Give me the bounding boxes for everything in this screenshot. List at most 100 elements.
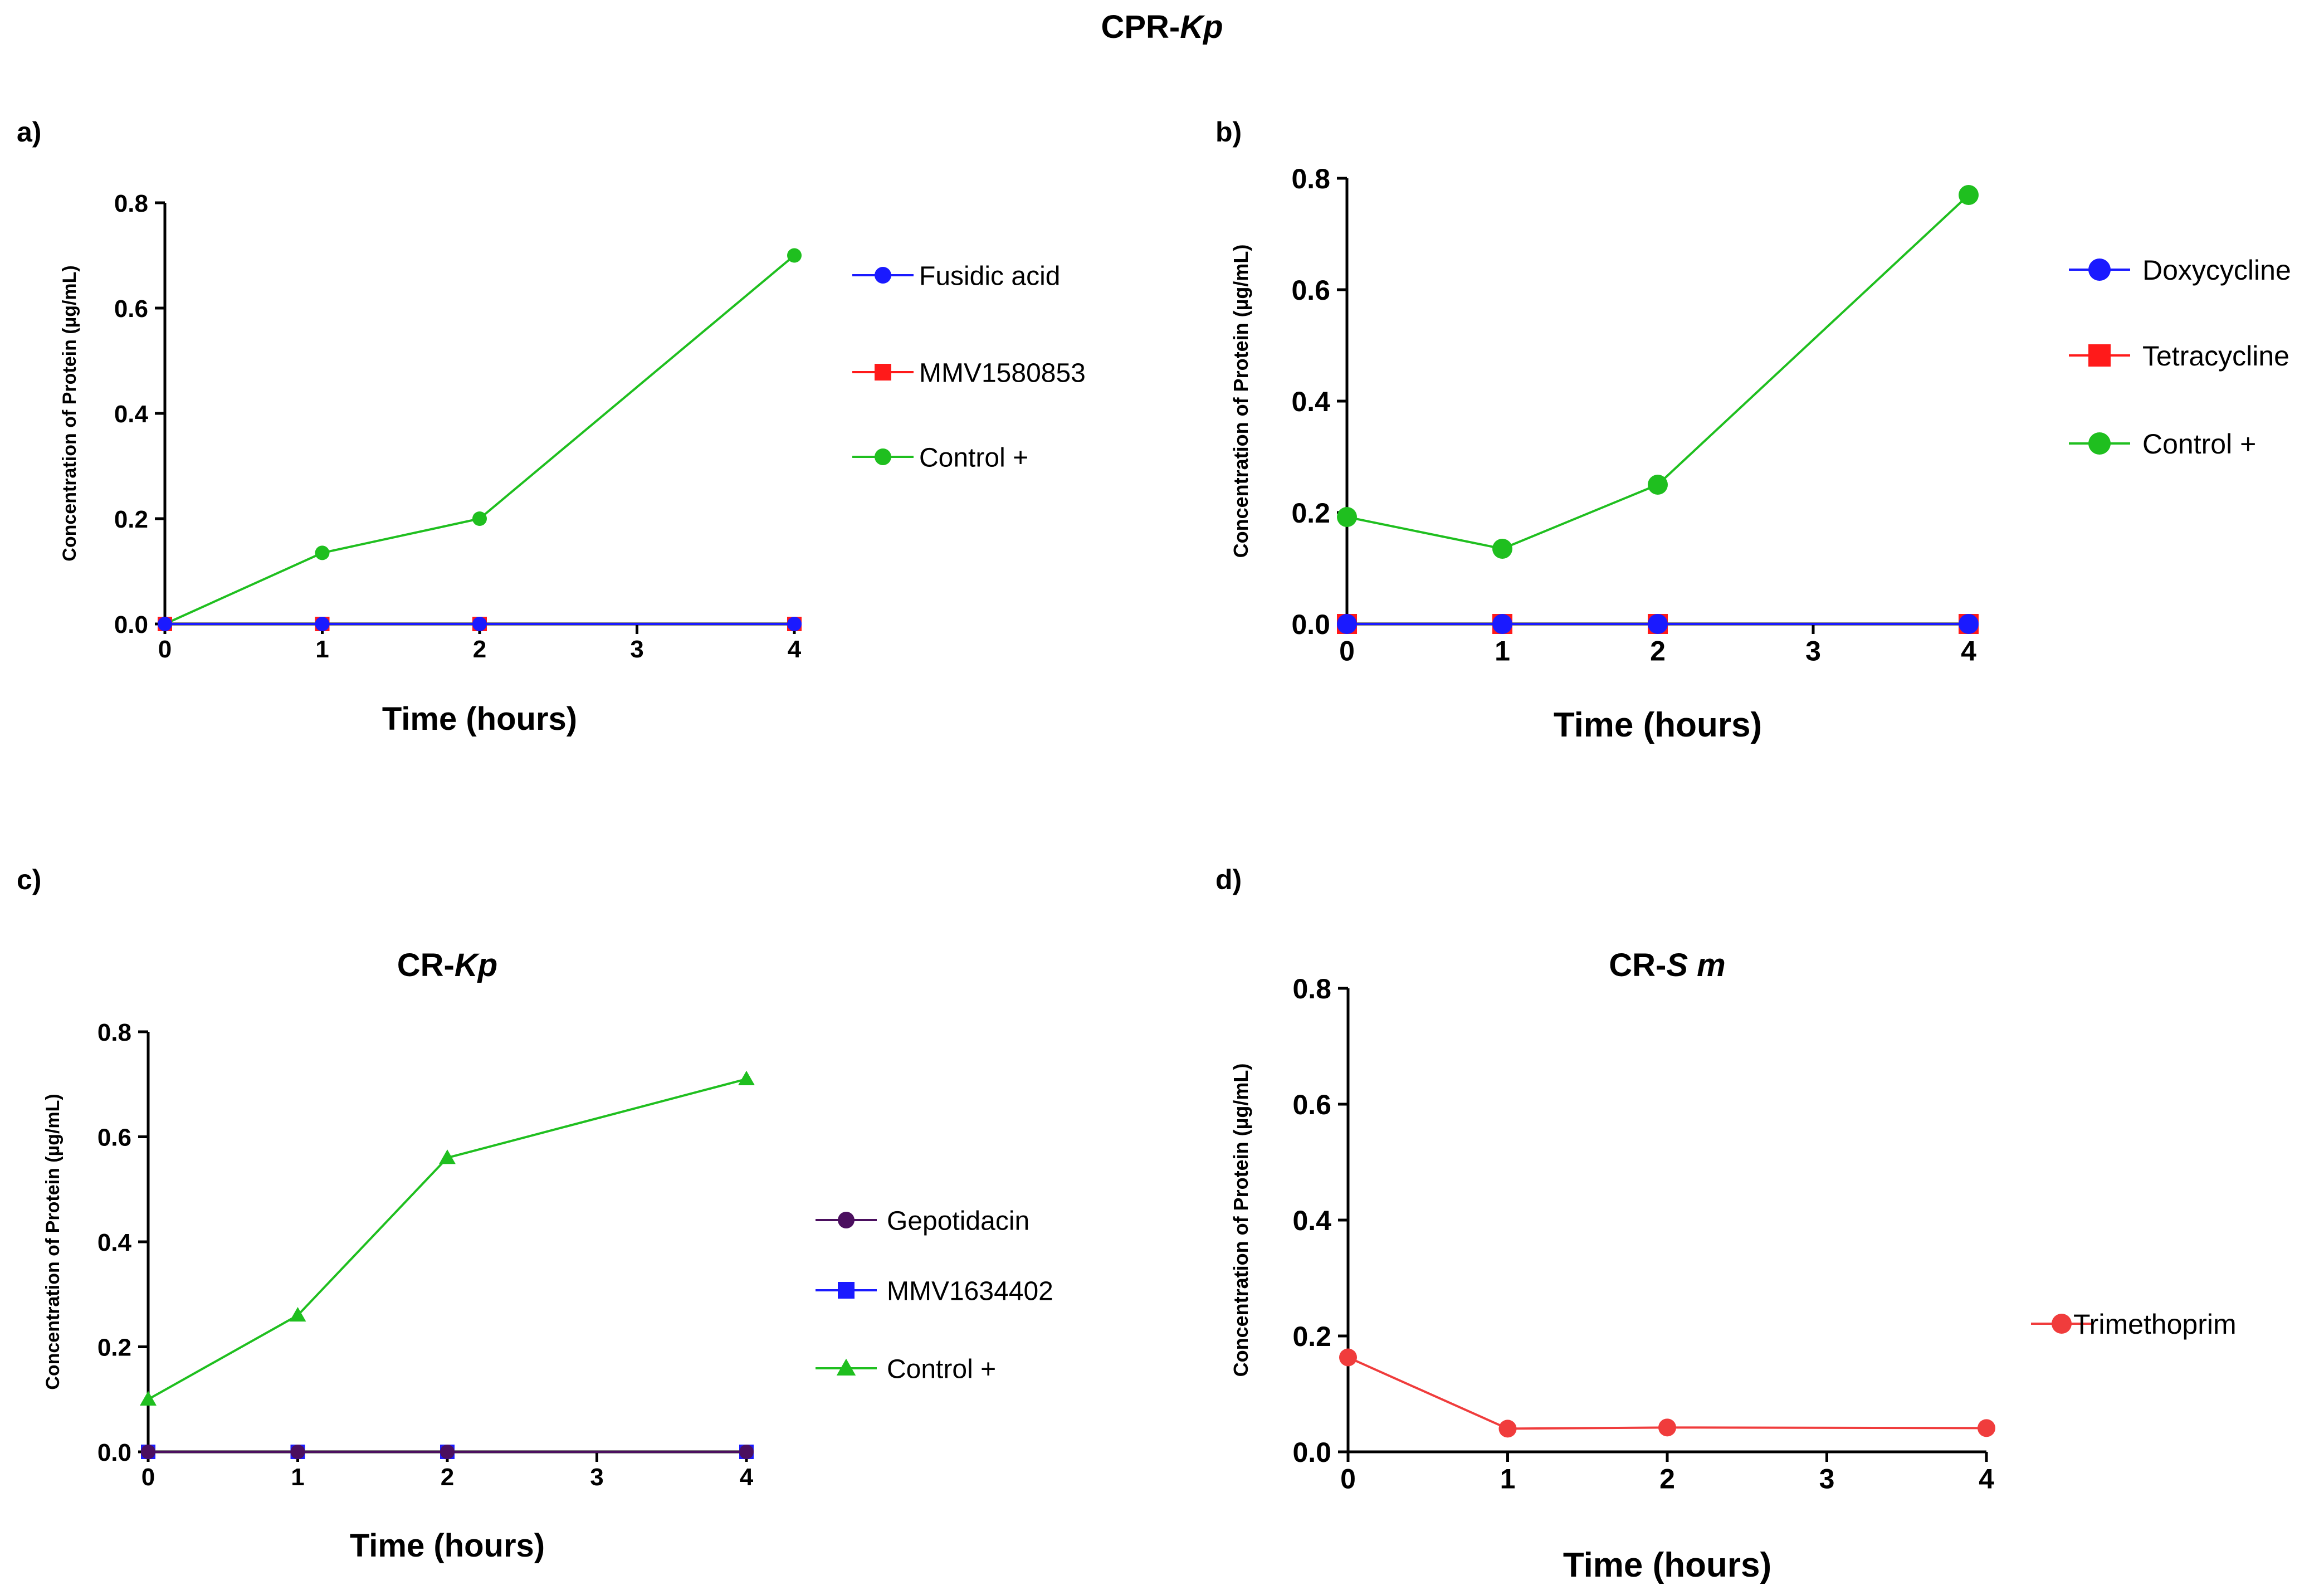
y-tick-label: 0.4 xyxy=(114,401,149,428)
legend-marker xyxy=(2088,432,2111,455)
x-axis-title: Time (hours) xyxy=(1554,706,1762,744)
legend-item: Gepotidacin xyxy=(816,1206,1029,1236)
series-control xyxy=(158,248,802,631)
y-tick-label: 0.8 xyxy=(114,190,148,217)
legend-item: Control + xyxy=(2069,428,2256,460)
x-tick-label: 4 xyxy=(1979,1464,1994,1495)
data-point xyxy=(1337,614,1357,634)
x-tick-label: 2 xyxy=(441,1464,454,1491)
x-axis-title: Time (hours) xyxy=(382,701,577,737)
y-tick-label: 0.8 xyxy=(1292,973,1331,1004)
legend-item: Doxycycline xyxy=(2069,255,2291,286)
legend-marker xyxy=(838,1212,855,1228)
data-point xyxy=(315,545,330,560)
legend-label: Control + xyxy=(2142,428,2256,460)
legend-marker xyxy=(2088,259,2111,281)
chart-panel-4: d) CR-S m 0 1 2 3 4 0.0 0.2 0.4 0.6 0.8 Time (hours)… xyxy=(1215,864,2237,1584)
data-point xyxy=(787,248,802,263)
y-tick-label: 0.4 xyxy=(97,1229,132,1256)
x-tick-label: 2 xyxy=(1650,636,1666,667)
legend-label: Control + xyxy=(887,1354,996,1384)
panel-letter: a) xyxy=(17,116,41,148)
legend-marker xyxy=(2088,344,2111,367)
legend-label: Gepotidacin xyxy=(887,1206,1029,1236)
data-point xyxy=(1959,614,1979,634)
chart-title-prefix: CR- xyxy=(1609,947,1666,983)
y-tick-label: 0.0 xyxy=(1292,1437,1331,1468)
x-tick-label: 0 xyxy=(1340,1464,1356,1495)
data-point xyxy=(787,617,802,631)
legend-item: Control + xyxy=(816,1354,996,1384)
chart-panel-3: c) CR-Kp 0 1 2 3 4 0.0 0.2 0.4 0.6 0.8 Time (hours) C… xyxy=(17,864,1053,1564)
x-tick-label: 1 xyxy=(1500,1464,1516,1495)
y-tick-label: 0.2 xyxy=(97,1334,131,1361)
x-tick-label: 4 xyxy=(740,1464,754,1491)
x-tick-label: 0 xyxy=(141,1464,155,1491)
legend-label: MMV1580853 xyxy=(919,358,1086,388)
data-point xyxy=(315,617,330,631)
y-axis-title: Concentration of Protein (µg/mL) xyxy=(59,265,80,561)
y-axis-title: Concentration of Protein (µg/mL) xyxy=(1229,245,1252,558)
x-tick-label: 0 xyxy=(1339,636,1355,667)
legend-label: MMV1634402 xyxy=(887,1276,1053,1306)
panel-letter: c) xyxy=(17,864,41,895)
legend-marker xyxy=(2052,1314,2072,1334)
y-tick-label: 0.8 xyxy=(97,1019,131,1046)
data-point xyxy=(1648,475,1668,495)
figure-title-italic: Kp xyxy=(1180,9,1223,45)
legend-marker xyxy=(838,1282,855,1299)
x-tick-label: 2 xyxy=(1659,1464,1675,1495)
legend-item: Fusidic acid xyxy=(852,261,1060,291)
panels: a) 0 1 2 3 4 0.0 0.2 0.4 0.6 0.8 Time (hours) Concen… xyxy=(17,116,2291,1584)
legend-label: Control + xyxy=(919,443,1028,472)
series-trimethoprim xyxy=(1339,1348,1995,1438)
y-tick-label: 0.6 xyxy=(1291,275,1330,306)
chart-title: CR-Kp xyxy=(397,947,497,983)
figure-title: CPR-Kp xyxy=(1101,9,1223,45)
x-tick-label: 0 xyxy=(158,636,172,663)
series-line xyxy=(1346,194,1970,550)
legend-label: Fusidic acid xyxy=(919,261,1060,291)
data-point xyxy=(140,1391,157,1406)
y-tick-label: 0.0 xyxy=(97,1439,131,1466)
series-line xyxy=(1347,1356,1987,1430)
data-point xyxy=(1648,614,1668,634)
series-line xyxy=(148,1077,747,1401)
legend-marker xyxy=(875,267,891,284)
y-axis-title: Concentration of Protein (µg/mL) xyxy=(42,1094,64,1389)
data-point xyxy=(440,1445,455,1459)
data-point xyxy=(289,1307,306,1322)
y-tick-label: 0.6 xyxy=(97,1124,131,1151)
legend-item: MMV1634402 xyxy=(816,1276,1053,1306)
x-tick-label: 1 xyxy=(315,636,329,663)
data-point xyxy=(1498,1420,1517,1438)
x-tick-label: 4 xyxy=(1961,636,1976,667)
data-point xyxy=(1337,507,1357,527)
data-point xyxy=(472,511,487,526)
series-line xyxy=(164,254,795,625)
chart-title-prefix: CR- xyxy=(397,947,455,983)
y-tick-label: 0.2 xyxy=(1292,1321,1331,1352)
panel-letter: d) xyxy=(1215,864,1242,895)
x-tick-label: 3 xyxy=(590,1464,603,1491)
y-tick-label: 0.6 xyxy=(114,295,148,323)
data-point xyxy=(738,1070,755,1086)
x-tick-label: 4 xyxy=(788,636,802,663)
data-point xyxy=(439,1149,456,1164)
x-axis-title: Time (hours) xyxy=(1563,1546,1771,1584)
legend-marker xyxy=(836,1358,856,1376)
x-tick-label: 1 xyxy=(1495,636,1510,667)
chart-title-italic: Kp xyxy=(455,947,497,983)
series-doxycycline xyxy=(1337,614,1979,634)
data-point xyxy=(158,617,172,631)
y-tick-label: 0.8 xyxy=(1291,163,1330,194)
chart-title: CR-S m xyxy=(1609,947,1725,983)
figure-title-prefix: CPR- xyxy=(1101,9,1180,45)
y-axis-title: Concentration of Protein (µg/mL) xyxy=(1229,1064,1252,1377)
data-point xyxy=(141,1445,155,1459)
x-tick-label: 3 xyxy=(630,636,643,663)
y-tick-label: 0.4 xyxy=(1291,386,1330,417)
series-control xyxy=(140,1070,755,1406)
x-tick-label: 1 xyxy=(291,1464,304,1491)
